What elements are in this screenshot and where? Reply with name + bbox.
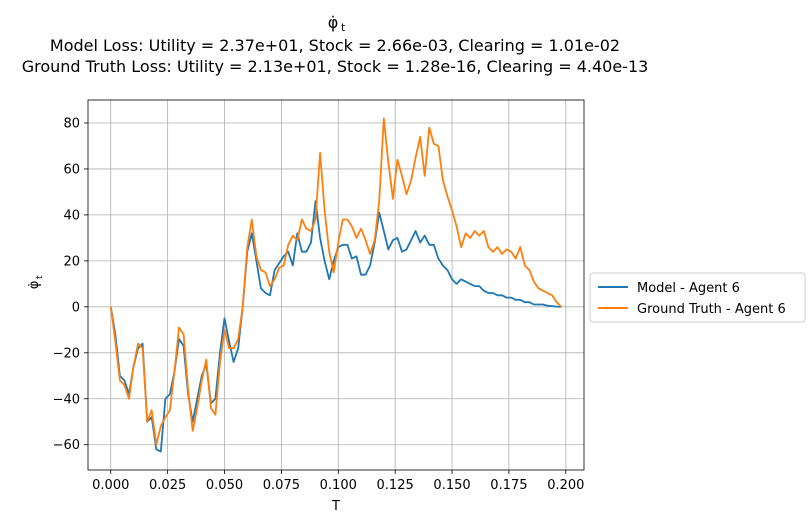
y-tick-label: 0	[72, 300, 80, 315]
x-tick-label: 0.175	[490, 478, 527, 493]
x-axis-label: T	[331, 499, 340, 514]
y-tick-label: 20	[63, 254, 80, 269]
legend-box	[589, 272, 806, 323]
x-tick-label: 0.200	[547, 478, 584, 493]
legend-label-ground-truth: Ground Truth - Agent 6	[637, 302, 786, 317]
title-symbol-sub: t	[341, 21, 346, 34]
x-tick-label: 0.000	[92, 478, 129, 493]
svg-text:t: t	[35, 275, 45, 279]
x-tick-label: 0.025	[149, 478, 186, 493]
title-symbol: φ̇	[328, 13, 339, 32]
y-axis-ticks: −60 −40 −20 0 20 40 60 80	[53, 116, 88, 453]
legend-label-model: Model - Agent 6	[637, 281, 740, 296]
x-axis-ticks: 0.000 0.025 0.050 0.075 0.100 0.125 0.150 0.175…	[92, 470, 584, 493]
x-tick-label: 0.050	[206, 478, 243, 493]
x-tick-label: 0.100	[320, 478, 357, 493]
y-axis-label: φ̇ t	[27, 275, 45, 289]
y-tick-label: −60	[53, 438, 80, 453]
legend: Model - Agent 6 Ground Truth - Agent 6	[589, 272, 806, 323]
x-tick-label: 0.075	[263, 478, 300, 493]
plot-frame	[87, 99, 585, 471]
y-tick-label: 40	[63, 208, 80, 223]
x-tick-label: 0.150	[433, 478, 470, 493]
series-line-ground-truth	[109, 117, 562, 446]
svg-text:φ̇: φ̇	[27, 281, 42, 290]
y-tick-label: −20	[53, 346, 80, 361]
y-tick-label: 60	[63, 162, 80, 177]
series-lines	[109, 117, 562, 453]
title-ground-truth-loss: Ground Truth Loss: Utility = 2.13e+01, S…	[22, 57, 649, 76]
title-model-loss: Model Loss: Utility = 2.37e+01, Stock = …	[50, 36, 620, 55]
chart-title: φ̇ t Model Loss: Utility = 2.37e+01, Sto…	[22, 13, 649, 76]
y-tick-label: −40	[53, 392, 80, 407]
series-line-model	[109, 200, 562, 453]
x-tick-label: 0.125	[377, 478, 414, 493]
grid	[88, 100, 584, 470]
y-tick-label: 80	[63, 116, 80, 131]
